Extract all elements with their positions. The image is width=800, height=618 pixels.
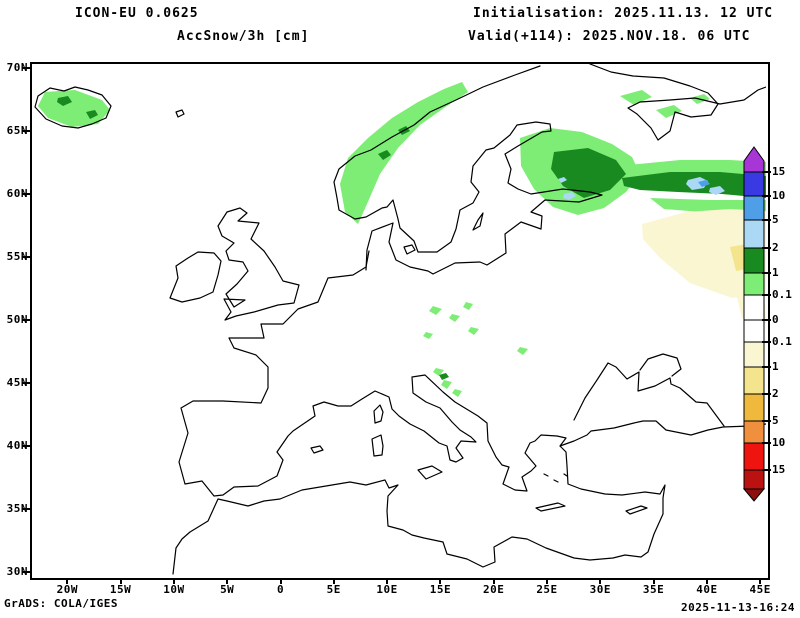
lon-tick [705,578,708,584]
lon-label: 5W [220,583,235,596]
colorbar-tick [762,319,771,321]
lat-tick [22,445,30,447]
lat-tick [22,256,30,258]
snow-shading [38,82,766,397]
colorbar-tick [762,272,771,274]
lon-tick [386,578,389,584]
lat-tick [22,508,30,510]
lat-label: 65N [6,124,28,137]
colorbar-label: 0 [772,313,779,326]
lon-label: 20W [56,583,78,596]
colorbar-label: 5 [772,414,779,427]
coastlines [34,64,766,575]
colorbar-label: 0.1 [772,288,792,301]
lon-tick [599,578,602,584]
lon-label: 15E [429,583,452,596]
lon-label: 30E [589,583,611,596]
colorbar-tick [762,469,771,471]
lat-label: 40N [6,439,28,452]
colorbar-label: 15 [772,463,786,476]
colorbar-label: 15 [772,165,786,178]
colorbar-tick [762,294,771,296]
lon-tick [332,578,335,584]
lat-label: 55N [6,250,28,263]
colorbar-tick [762,219,771,221]
colorbar-label: 2 [772,241,779,254]
lon-label: 35E [642,583,665,596]
colorbar-tick [762,195,771,197]
lon-tick [119,578,122,584]
init-time: Initialisation: 2025.11.13. 12 UTC [473,6,774,21]
creation-timestamp: 2025-11-13-16:24 [681,601,795,614]
lon-label: 45E [749,583,771,596]
colorbar-label: 2 [772,387,779,400]
lon-tick [652,578,655,584]
colorbar-tick [762,247,771,249]
lat-tick [22,193,30,195]
colorbar-tick [762,341,771,343]
lon-label: 25E [536,583,558,596]
lon-tick [279,578,282,584]
colorbar-segment [743,442,765,471]
map-frame [30,62,770,580]
europe-map [34,64,766,575]
colorbar-segment [742,488,766,502]
lat-label: 50N [6,313,28,326]
lon-tick [172,578,175,584]
lon-label: 20E [483,583,505,596]
parameter-title: AccSnow/3h [cm] [177,29,310,44]
colorbar-label: 1 [772,266,779,279]
colorbar-segment [743,146,765,173]
lat-tick [22,571,30,573]
lon-label: 40E [696,583,718,596]
colorbar-segment [743,171,765,197]
grads-credit: GrADS: COLA/IGES [4,597,118,610]
lon-label: 15W [109,583,132,596]
lon-tick [439,578,442,584]
colorbar-segment [743,294,765,321]
lat-label: 60N [6,187,28,200]
colorbar-segment [743,420,765,444]
lon-label: 0 [276,583,285,596]
lon-tick [226,578,229,584]
lat-label: 70N [6,61,28,74]
colorbar-tick [762,420,771,422]
lon-tick [492,578,495,584]
lon-label: 10E [376,583,398,596]
lon-label: 5E [326,583,341,596]
lat-label: 35N [6,502,28,515]
colorbar-segment [743,366,765,395]
colorbar-label: 10 [772,436,786,449]
colorbar-segment [743,247,765,274]
lat-tick [22,67,30,69]
colorbar-label: 1 [772,360,779,373]
lon-label: 10W [163,583,185,596]
colorbar-segment [743,195,765,221]
colorbar-segment [743,341,765,368]
colorbar-segment [743,469,765,490]
colorbar-segment [743,272,765,296]
colorbar-tick [762,171,771,173]
lat-tick [22,382,30,384]
lon-tick [546,578,548,584]
colorbar-tick [762,393,771,395]
colorbar [742,146,766,502]
lon-tick [66,578,69,584]
colorbar-segment [743,319,765,343]
valid-time: Valid(+114): 2025.NOV.18. 06 UTC [468,29,751,44]
lat-tick [22,319,30,321]
colorbar-label: 10 [772,189,786,202]
lat-label: 45N [6,376,28,389]
lat-tick [22,130,30,132]
colorbar-label: 5 [772,213,779,226]
colorbar-label: 0.1 [772,335,792,348]
colorbar-segment [743,219,765,249]
model-title: ICON-EU 0.0625 [75,6,199,21]
lon-tick [759,578,762,584]
colorbar-tick [762,366,771,368]
lat-label: 30N [6,565,28,578]
colorbar-tick [762,442,771,444]
colorbar-segment [743,393,765,422]
